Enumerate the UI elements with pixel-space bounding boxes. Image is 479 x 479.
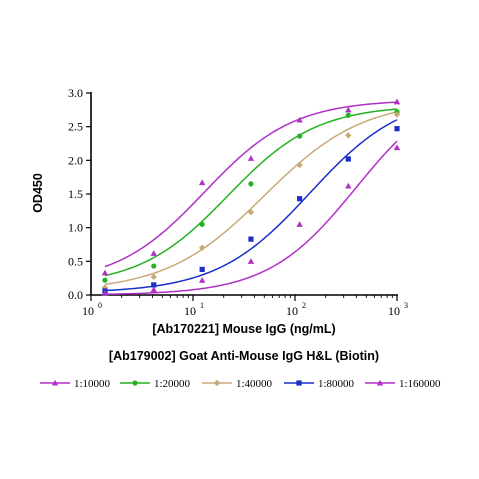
legend-label: 1:40000	[236, 378, 273, 390]
data-point-1:40000	[345, 132, 352, 139]
x-tick-label-base: 10	[286, 304, 298, 318]
data-point-1:80000	[248, 236, 254, 242]
fitted-curves	[104, 101, 398, 296]
legend-marker	[376, 379, 384, 386]
axes: 0.0 0.5 1.0 1.5 2.0 2.5 3.0 10 0 10 1 10 2 10 3	[68, 86, 408, 318]
legend-marker	[213, 379, 221, 387]
legend-label: 1:10000	[74, 378, 111, 390]
legend-item-1:160000: 1:160000	[365, 378, 441, 390]
data-point-1:160000	[345, 182, 352, 189]
data-point-1:80000	[199, 266, 205, 273]
legend-item-1:20000: 1:20000	[120, 378, 191, 390]
data-point-1:80000	[394, 126, 400, 132]
data-point-1:10000	[247, 155, 255, 161]
x-tick-label-exp: 2	[302, 301, 306, 310]
data-point-1:10000	[296, 116, 303, 123]
x-tick-label-exp: 3	[404, 301, 408, 310]
y-tick-label: 3.0	[68, 86, 83, 100]
data-point-1:160000	[101, 289, 109, 296]
x-tick-label: 10 2	[286, 301, 306, 318]
legend-label: 1:20000	[154, 378, 191, 390]
data-point-1:10000	[393, 98, 401, 105]
x-tick-label: 10 3	[388, 301, 408, 318]
y-tick-label: 2.5	[68, 120, 83, 134]
data-point-1:40000	[393, 111, 401, 118]
data-point-1:40000	[198, 244, 206, 252]
y-tick-label: 1.5	[68, 187, 83, 201]
x-tick-label-base: 10	[82, 304, 94, 318]
y-tick-label: 0.0	[68, 288, 83, 302]
y-tick-label: 0.5	[68, 254, 83, 268]
x-tick-label: 10 1	[184, 301, 204, 318]
data-point-1:160000	[247, 258, 255, 264]
series-line-1:10000	[104, 101, 398, 268]
data-point-1:40000	[247, 208, 255, 216]
y-tick-label: 1.0	[68, 221, 83, 235]
x-tick-label-exp: 1	[200, 301, 204, 310]
data-point-1:10000	[101, 269, 109, 276]
data-point-1:80000	[297, 196, 303, 202]
data-point-1:160000	[393, 144, 401, 151]
data-point-1:160000	[198, 276, 206, 283]
legend-label: 1:80000	[318, 378, 355, 390]
x-tick-label: 10 0	[82, 301, 102, 318]
series-line-1:160000	[104, 140, 398, 296]
legend: 1:10000 1:20000 1:40000 1:80000 1:160000	[40, 378, 441, 390]
x-tick-label-base: 10	[388, 304, 400, 318]
x-tick-label-base: 10	[184, 304, 196, 318]
x-axis-label: [Ab170221] Mouse IgG (ng/mL)	[152, 322, 335, 336]
data-point-1:20000	[199, 221, 205, 227]
data-point-1:80000	[151, 282, 157, 288]
data-point-1:160000	[150, 286, 157, 293]
legend-item-1:10000: 1:10000	[40, 378, 111, 390]
legend-marker	[51, 379, 59, 386]
legend-item-1:80000: 1:80000	[284, 378, 355, 390]
data-point-1:20000	[345, 112, 351, 118]
data-point-1:10000	[150, 250, 157, 256]
data-point-1:10000	[198, 179, 206, 186]
y-axis-label: OD450	[31, 173, 45, 213]
series-line-1:80000	[104, 119, 398, 292]
data-point-1:20000	[102, 277, 108, 283]
legend-marker	[296, 380, 302, 386]
data-point-1:160000	[296, 221, 303, 227]
data-point-1:10000	[345, 106, 352, 113]
series-line-1:40000	[104, 111, 398, 286]
data-points	[101, 98, 401, 296]
chart-subtitle: [Ab179002] Goat Anti-Mouse IgG H&L (Biot…	[109, 349, 379, 363]
data-point-1:40000	[296, 161, 303, 169]
legend-marker	[132, 380, 138, 386]
data-point-1:20000	[151, 263, 157, 269]
legend-label: 1:160000	[399, 378, 441, 390]
data-point-1:40000	[150, 273, 157, 281]
data-point-1:80000	[345, 156, 351, 162]
legend-item-1:40000: 1:40000	[202, 378, 273, 390]
y-tick-label: 2.0	[68, 153, 83, 167]
x-tick-label-exp: 0	[98, 301, 102, 310]
data-point-1:20000	[248, 181, 254, 187]
data-point-1:20000	[297, 133, 303, 139]
